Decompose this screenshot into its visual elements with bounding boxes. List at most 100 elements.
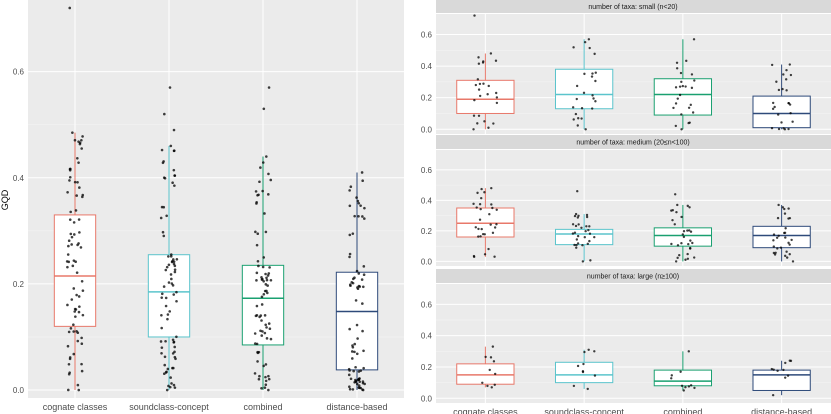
data-point <box>775 80 778 83</box>
facet-strip <box>436 269 831 283</box>
data-point <box>160 205 164 209</box>
data-point <box>255 342 259 346</box>
data-point <box>675 210 678 214</box>
data-point <box>165 265 169 269</box>
data-point <box>491 206 494 210</box>
data-point <box>267 193 270 196</box>
data-point <box>493 255 496 258</box>
data-point <box>582 362 585 366</box>
facet-strip-label: number of taxa: large (n≥100) <box>587 274 679 281</box>
data-point <box>782 73 785 76</box>
data-point <box>495 208 498 211</box>
data-point <box>76 180 79 184</box>
data-point <box>495 101 499 105</box>
data-point <box>173 184 176 187</box>
data-point <box>480 196 483 200</box>
data-point <box>584 230 587 233</box>
data-point <box>77 295 81 298</box>
data-point <box>691 241 694 245</box>
data-point <box>491 345 495 348</box>
facet-strip-label: number of taxa: small (n<20) <box>588 4 677 11</box>
data-point <box>71 131 74 134</box>
data-point <box>492 122 495 125</box>
data-point <box>66 303 69 307</box>
data-point <box>266 284 269 287</box>
box-cognate-classes <box>456 14 515 131</box>
data-point <box>164 268 168 272</box>
data-point <box>264 323 268 327</box>
data-point <box>359 386 363 390</box>
data-point <box>788 63 791 66</box>
data-point <box>80 138 83 142</box>
data-point <box>477 88 481 91</box>
data-point <box>164 371 168 374</box>
data-point <box>779 246 783 249</box>
data-point <box>169 273 173 276</box>
x-tick-label: distance-based <box>751 407 812 414</box>
data-point <box>573 231 577 234</box>
data-point <box>355 269 359 273</box>
y-tick-label: 0.0 <box>13 386 25 395</box>
data-point <box>80 147 83 150</box>
data-point <box>67 244 70 248</box>
data-point <box>791 120 794 123</box>
data-point <box>688 121 691 124</box>
data-point <box>256 360 259 363</box>
data-point <box>682 230 686 233</box>
box-iqr <box>456 79 515 114</box>
data-point <box>587 228 590 232</box>
data-point <box>72 330 75 333</box>
data-point <box>267 86 271 89</box>
data-point <box>167 263 171 267</box>
data-point <box>776 369 779 372</box>
data-point <box>265 278 269 282</box>
data-point <box>263 331 267 335</box>
data-point <box>783 212 787 215</box>
data-point <box>487 84 490 88</box>
data-point <box>670 377 673 380</box>
data-point <box>680 80 683 84</box>
data-point <box>789 359 793 363</box>
data-point <box>493 372 497 376</box>
box-distance-based <box>752 203 811 263</box>
data-point <box>670 242 673 246</box>
data-point <box>783 231 787 235</box>
data-point <box>594 79 597 83</box>
data-point <box>777 88 781 92</box>
data-point <box>772 251 776 255</box>
data-point <box>172 149 176 152</box>
data-point <box>361 381 365 385</box>
data-point <box>771 101 775 105</box>
data-point <box>163 363 167 367</box>
box-combined <box>241 86 285 392</box>
data-point <box>490 203 493 206</box>
data-point <box>585 213 589 217</box>
data-point <box>583 350 586 354</box>
data-point <box>588 232 592 235</box>
data-point <box>175 299 178 303</box>
data-point <box>172 293 176 296</box>
data-point <box>687 242 690 246</box>
data-point <box>588 46 591 50</box>
data-point <box>68 357 72 361</box>
data-point <box>164 304 168 308</box>
box-iqr <box>752 369 811 391</box>
data-point <box>75 293 78 297</box>
data-point <box>681 233 685 236</box>
data-point <box>594 71 597 74</box>
data-point <box>265 289 268 293</box>
data-point <box>478 94 482 98</box>
data-point <box>784 361 787 365</box>
data-point <box>588 239 591 243</box>
data-point <box>583 72 586 76</box>
data-point <box>351 388 355 391</box>
data-point <box>267 272 271 275</box>
data-point <box>81 289 85 292</box>
data-point <box>263 212 266 215</box>
data-point <box>680 128 683 131</box>
data-point <box>680 242 683 245</box>
data-point <box>572 118 575 121</box>
data-point <box>472 114 476 117</box>
data-point <box>77 310 81 314</box>
data-point <box>361 388 364 391</box>
